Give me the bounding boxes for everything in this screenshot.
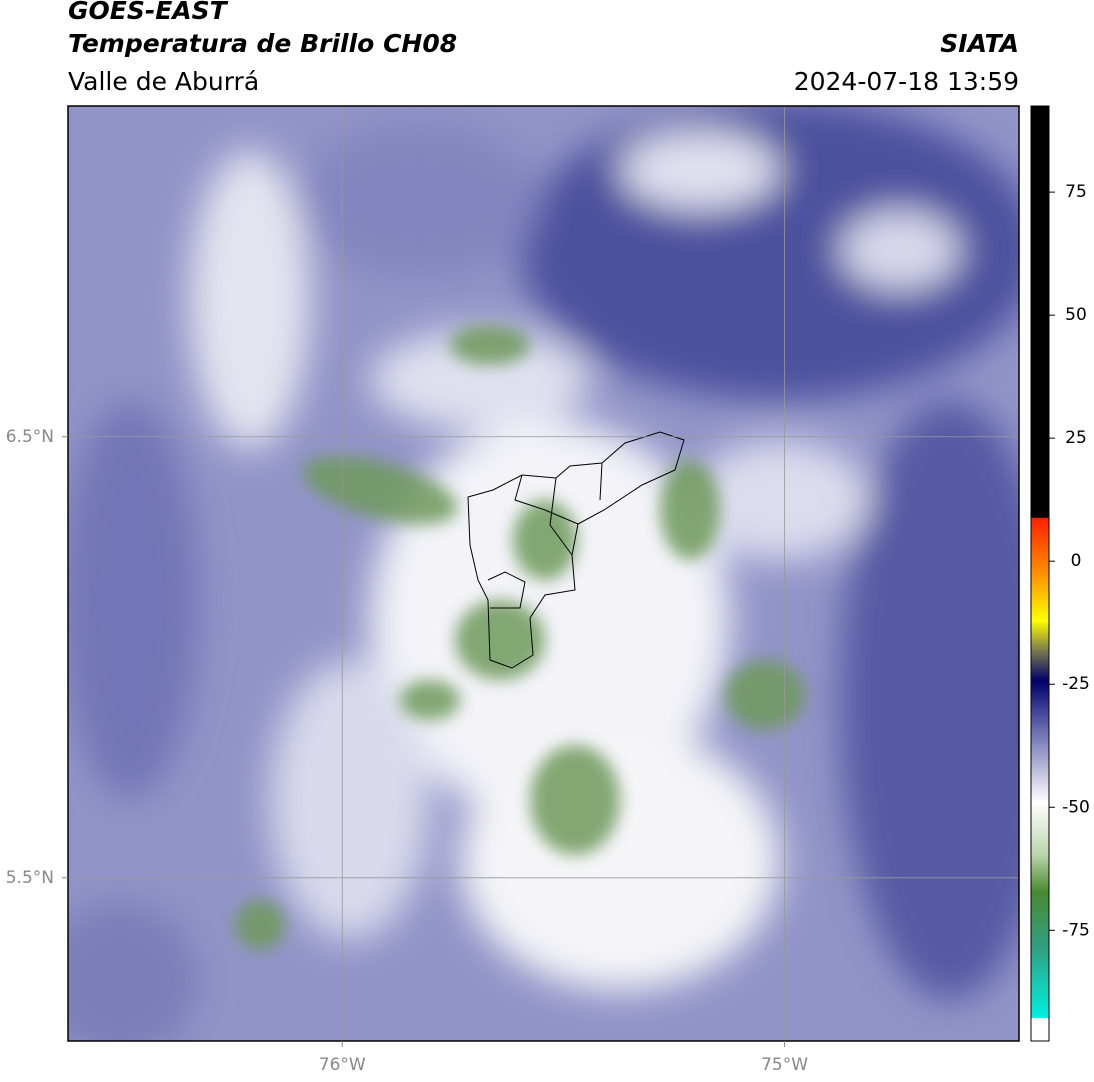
source: SIATA <box>940 29 1019 58</box>
region: Valle de Aburrá <box>68 67 259 96</box>
title: GOES-EAST <box>68 0 229 25</box>
colorbar-tick-label: -25 <box>1062 674 1090 694</box>
colorbar-tick-label: 75 <box>1065 182 1087 202</box>
lon-tick-label: 76°W <box>319 1055 366 1075</box>
map-frame <box>67 105 1020 1042</box>
colorbar-tick-label: 0 <box>1071 551 1082 571</box>
satellite-image <box>68 106 1019 1041</box>
lat-tick-label: 6.5°N <box>6 427 54 447</box>
lon-tick-label: 75°W <box>761 1055 808 1075</box>
subtitle: Temperatura de Brillo CH08 <box>68 29 457 58</box>
datetime: 2024-07-18 13:59 <box>794 67 1019 96</box>
colorbar-tick-label: -50 <box>1062 797 1090 817</box>
grid <box>68 106 1019 1041</box>
colorbar-tick-label: -75 <box>1062 920 1090 940</box>
colorbar-tick-label: 50 <box>1065 305 1087 325</box>
lat-tick-label: 5.5°N <box>6 868 54 888</box>
colorbar-tick-label: 25 <box>1065 428 1087 448</box>
colorbar <box>1030 105 1050 1042</box>
